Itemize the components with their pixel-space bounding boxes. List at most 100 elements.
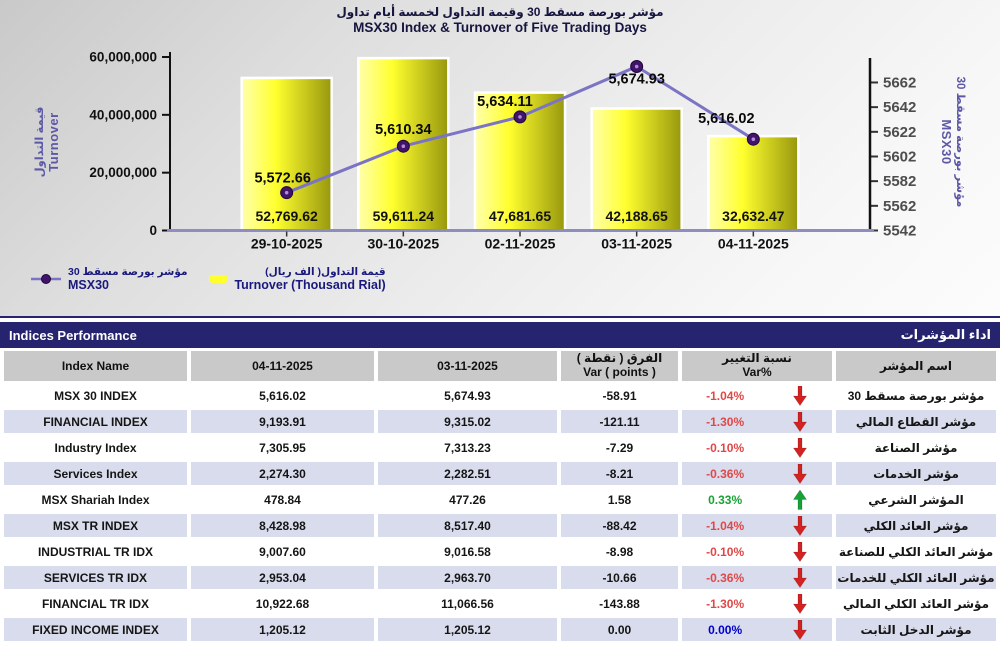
right-axis-tick-label: 5642 — [883, 99, 916, 116]
var-pct-value: -0.10% — [706, 544, 745, 559]
var-pct-value: -0.36% — [706, 466, 745, 481]
table-header-row: Index Name 04-11-2025 03-11-2025 الفرق (… — [4, 351, 996, 381]
var-pct-arrow-cell: -0.10% — [682, 540, 832, 563]
var-pct-arrow-cell: -0.36% — [682, 566, 832, 589]
down-arrow-icon — [793, 411, 808, 432]
turnover-value-label: 47,681.65 — [489, 208, 551, 224]
table-row: FIXED INCOME INDEX 1,205.12 1,205.12 0.00 0.… — [4, 618, 996, 641]
index-name-ar-cell: مؤشر العائد الكلي — [836, 514, 996, 537]
var-points-cell: 1.58 — [561, 488, 678, 511]
current-value-cell: 1,205.12 — [191, 618, 374, 641]
var-points-cell: -10.66 — [561, 566, 678, 589]
trend-arrow — [768, 385, 832, 406]
var-points-cell: 0.00 — [561, 618, 678, 641]
index-name-cell: MSX 30 INDEX — [4, 384, 187, 407]
down-arrow-icon — [793, 515, 808, 536]
previous-value-cell: 11,066.56 — [378, 592, 557, 615]
right-axis-tick-label: 5582 — [883, 173, 916, 190]
var-pct-arrow-cell: -1.04% — [682, 514, 832, 537]
turnover-bar — [590, 107, 683, 232]
current-value-cell: 2,274.30 — [191, 462, 374, 485]
index-name-ar-cell: مؤشر القطاع المالي — [836, 410, 996, 433]
index-name-ar-cell: مؤشر بورصة مسقط 30 — [836, 384, 996, 407]
legend-turnover-label-ar: قيمة التداول( الف ريال) — [265, 266, 386, 278]
current-value-cell: 478.84 — [191, 488, 374, 511]
trend-arrow — [768, 619, 832, 640]
up-arrow-icon — [793, 489, 808, 510]
turnover-bar — [707, 134, 800, 232]
turnover-value-label: 42,188.65 — [606, 208, 668, 224]
msx30-value-label: 5,634.11 — [477, 94, 533, 110]
trend-arrow — [768, 437, 832, 458]
date-label: 02-11-2025 — [485, 236, 556, 252]
current-value-cell: 8,428.98 — [191, 514, 374, 537]
var-pct-value: -0.10% — [706, 440, 745, 455]
index-name-ar-cell: مؤشر العائد الكلي للخدمات — [836, 566, 996, 589]
current-value-cell: 7,305.95 — [191, 436, 374, 459]
msx30-marker-center — [284, 190, 289, 195]
trend-arrow — [768, 567, 832, 588]
table-row: MSX Shariah Index 478.84 477.26 1.58 0.33% ال… — [4, 488, 996, 511]
var-pct-arrow-cell: 0.33% — [682, 488, 832, 511]
msx30-marker-center — [751, 137, 756, 141]
index-name-cell: Industry Index — [4, 436, 187, 459]
chart-title-arabic: مؤشر بورصة مسقط 30 وقيمة التداول لخمسة أ… — [336, 5, 664, 19]
msx30-value-label: 5,616.02 — [698, 111, 754, 127]
var-pct-arrow-cell: -1.04% — [682, 384, 832, 407]
index-name-cell: FINANCIAL TR IDX — [4, 592, 187, 615]
legend-msx30-label-en: MSX30 — [68, 278, 109, 293]
msx30-marker-center — [518, 115, 522, 119]
index-name-cell: SERVICES TR IDX — [4, 566, 187, 589]
date-label: 03-11-2025 — [601, 236, 672, 252]
turnover-value-label: 59,611.24 — [373, 208, 435, 224]
index-name-ar-cell: مؤشر الدخل الثابت — [836, 618, 996, 641]
previous-value-cell: 1,205.12 — [378, 618, 557, 641]
var-pct-value: -1.30% — [706, 414, 745, 429]
var-pct-value: -0.36% — [706, 570, 745, 585]
down-arrow-icon — [793, 437, 808, 458]
col-header-index-name-ar: اسم المؤشر — [836, 351, 996, 381]
msx30-marker-center — [401, 144, 406, 149]
down-arrow-icon — [793, 567, 808, 588]
down-arrow-icon — [793, 385, 808, 406]
right-axis-label-arabic: مؤشر بورصة مسقط 30 — [954, 76, 967, 208]
previous-value-cell: 9,315.02 — [378, 410, 557, 433]
table-row: Industry Index 7,305.95 7,313.23 -7.29 -0.10… — [4, 436, 996, 459]
down-arrow-icon — [793, 463, 808, 484]
index-name-ar-cell: المؤشر الشرعي — [836, 488, 996, 511]
index-name-ar-cell: مؤشر الخدمات — [836, 462, 996, 485]
trend-arrow — [768, 541, 832, 562]
table-row: Services Index 2,274.30 2,282.51 -8.21 -0.36… — [4, 462, 996, 485]
current-value-cell: 2,953.04 — [191, 566, 374, 589]
var-pct-arrow-cell: -1.30% — [682, 410, 832, 433]
right-axis-tick-label: 5562 — [883, 198, 916, 215]
date-label: 29-10-2025 — [251, 236, 323, 252]
turnover-bar — [240, 76, 333, 232]
msx30-value-label: 5,572.66 — [254, 171, 310, 187]
table-row: MSX TR INDEX 8,428.98 8,517.40 -88.42 -1.04%… — [4, 514, 996, 537]
trend-arrow — [768, 411, 832, 432]
msx30-value-label: 5,610.34 — [375, 122, 431, 138]
date-label: 04-11-2025 — [718, 236, 789, 252]
previous-value-cell: 9,016.58 — [378, 540, 557, 563]
down-arrow-icon — [793, 619, 808, 640]
left-axis-tick-label: 40,000,000 — [89, 107, 157, 122]
table-title-english: Indices Performance — [9, 327, 137, 343]
left-axis-label-english: Turnover — [46, 112, 62, 172]
var-points-cell: -8.21 — [561, 462, 678, 485]
col-header-var-points: الفرق ( نقطة ) Var ( points ) — [561, 351, 678, 381]
previous-value-cell: 8,517.40 — [378, 514, 557, 537]
date-label: 30-10-2025 — [368, 236, 440, 252]
table-row: FINANCIAL TR IDX 10,922.68 11,066.56 -143.8… — [4, 592, 996, 615]
index-name-cell: INDUSTRIAL TR IDX — [4, 540, 187, 563]
msx30-value-label: 5,674.93 — [608, 72, 664, 88]
index-name-cell: MSX TR INDEX — [4, 514, 187, 537]
previous-value-cell: 2,963.70 — [378, 566, 557, 589]
var-points-cell: -58.91 — [561, 384, 678, 407]
right-axis-tick-label: 5602 — [883, 148, 916, 165]
index-name-cell: FINANCIAL INDEX — [4, 410, 187, 433]
left-axis-tick-label: 60,000,000 — [89, 50, 157, 65]
var-points-cell: -8.98 — [561, 540, 678, 563]
col-header-previous-date: 03-11-2025 — [378, 351, 557, 381]
previous-value-cell: 5,674.93 — [378, 384, 557, 407]
